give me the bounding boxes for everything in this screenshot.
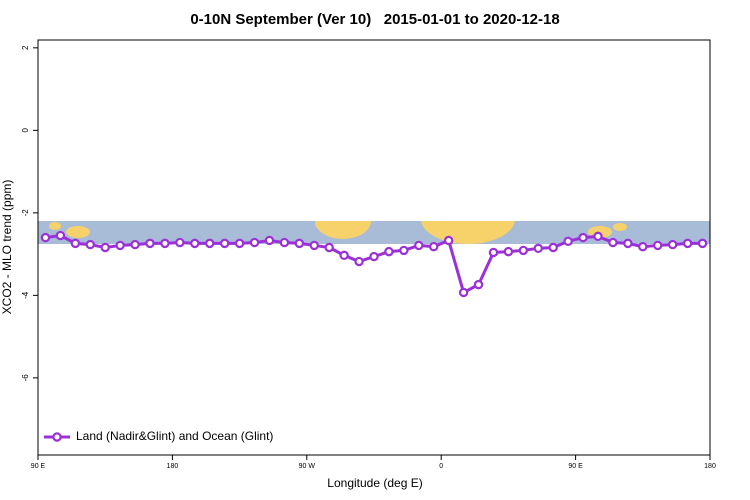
data-point: [249, 237, 260, 248]
data-point: [369, 251, 379, 262]
data-point: [473, 279, 484, 290]
data-point: [399, 245, 409, 256]
x-tick-label: 180: [704, 463, 716, 470]
series-line: [45, 233, 703, 295]
data-point: [115, 240, 125, 251]
data-point: [85, 239, 95, 250]
data-point: [623, 238, 633, 249]
y-tick-label: -2: [21, 209, 30, 217]
legend-label: Land (Nadir&Glint) and Ocean (Glint): [76, 429, 273, 443]
data-point: [429, 241, 439, 252]
data-point: [443, 235, 454, 246]
data-point: [145, 238, 155, 249]
x-tick-label: 90 E: [31, 463, 46, 470]
data-point: [503, 246, 514, 257]
x-tick-label: 90 E: [568, 463, 583, 470]
data-point: [488, 247, 499, 258]
x-tick-label: 180: [167, 463, 179, 470]
data-point: [70, 238, 81, 249]
data-point: [533, 243, 543, 254]
x-axis-label: Longitude (deg E): [327, 476, 422, 490]
data-point: [294, 238, 305, 249]
data-point: [205, 238, 215, 249]
legend-item: Land (Nadir&Glint) and Ocean (Glint): [44, 429, 273, 443]
data-point: [697, 238, 708, 249]
data-point: [578, 232, 588, 243]
data-point: [354, 256, 364, 267]
data-point: [608, 237, 618, 248]
data-point: [309, 240, 319, 251]
data-point: [234, 238, 245, 249]
y-axis-label: XCO2 - MLO trend (ppm): [0, 180, 14, 315]
plot-frame: [37, 39, 711, 456]
data-point: [55, 230, 66, 241]
data-point: [458, 287, 469, 298]
data-point: [264, 235, 275, 246]
data-point: [279, 237, 290, 248]
data-point: [518, 245, 529, 256]
x-tick-label: 90 W: [299, 463, 316, 470]
legend-marker: [52, 432, 62, 442]
data-point: [40, 232, 51, 243]
data-point: [100, 242, 110, 253]
y-tick-label: 2: [21, 45, 30, 50]
data-point: [593, 231, 603, 242]
y-tick-label: -4: [21, 291, 30, 299]
y-tick-label: -6: [21, 374, 30, 382]
data-point: [667, 239, 678, 250]
data-point: [682, 238, 693, 249]
data-point: [219, 238, 230, 249]
data-point: [384, 246, 394, 257]
data-point: [175, 237, 185, 248]
x-tick-label: 0: [439, 463, 443, 470]
data-point: [190, 238, 200, 249]
data-point: [548, 242, 558, 253]
data-point: [563, 236, 573, 247]
data-point: [653, 240, 663, 251]
data-point: [160, 238, 170, 249]
data-point: [339, 250, 349, 261]
data-point: [638, 241, 648, 252]
data-point: [324, 242, 334, 253]
chart-title: 0-10N September (Ver 10) 2015-01-01 to 2…: [190, 11, 559, 28]
y-tick-label: 0: [21, 128, 30, 133]
data-point: [414, 240, 424, 251]
map-band: [38, 221, 710, 244]
data-point: [130, 239, 140, 250]
